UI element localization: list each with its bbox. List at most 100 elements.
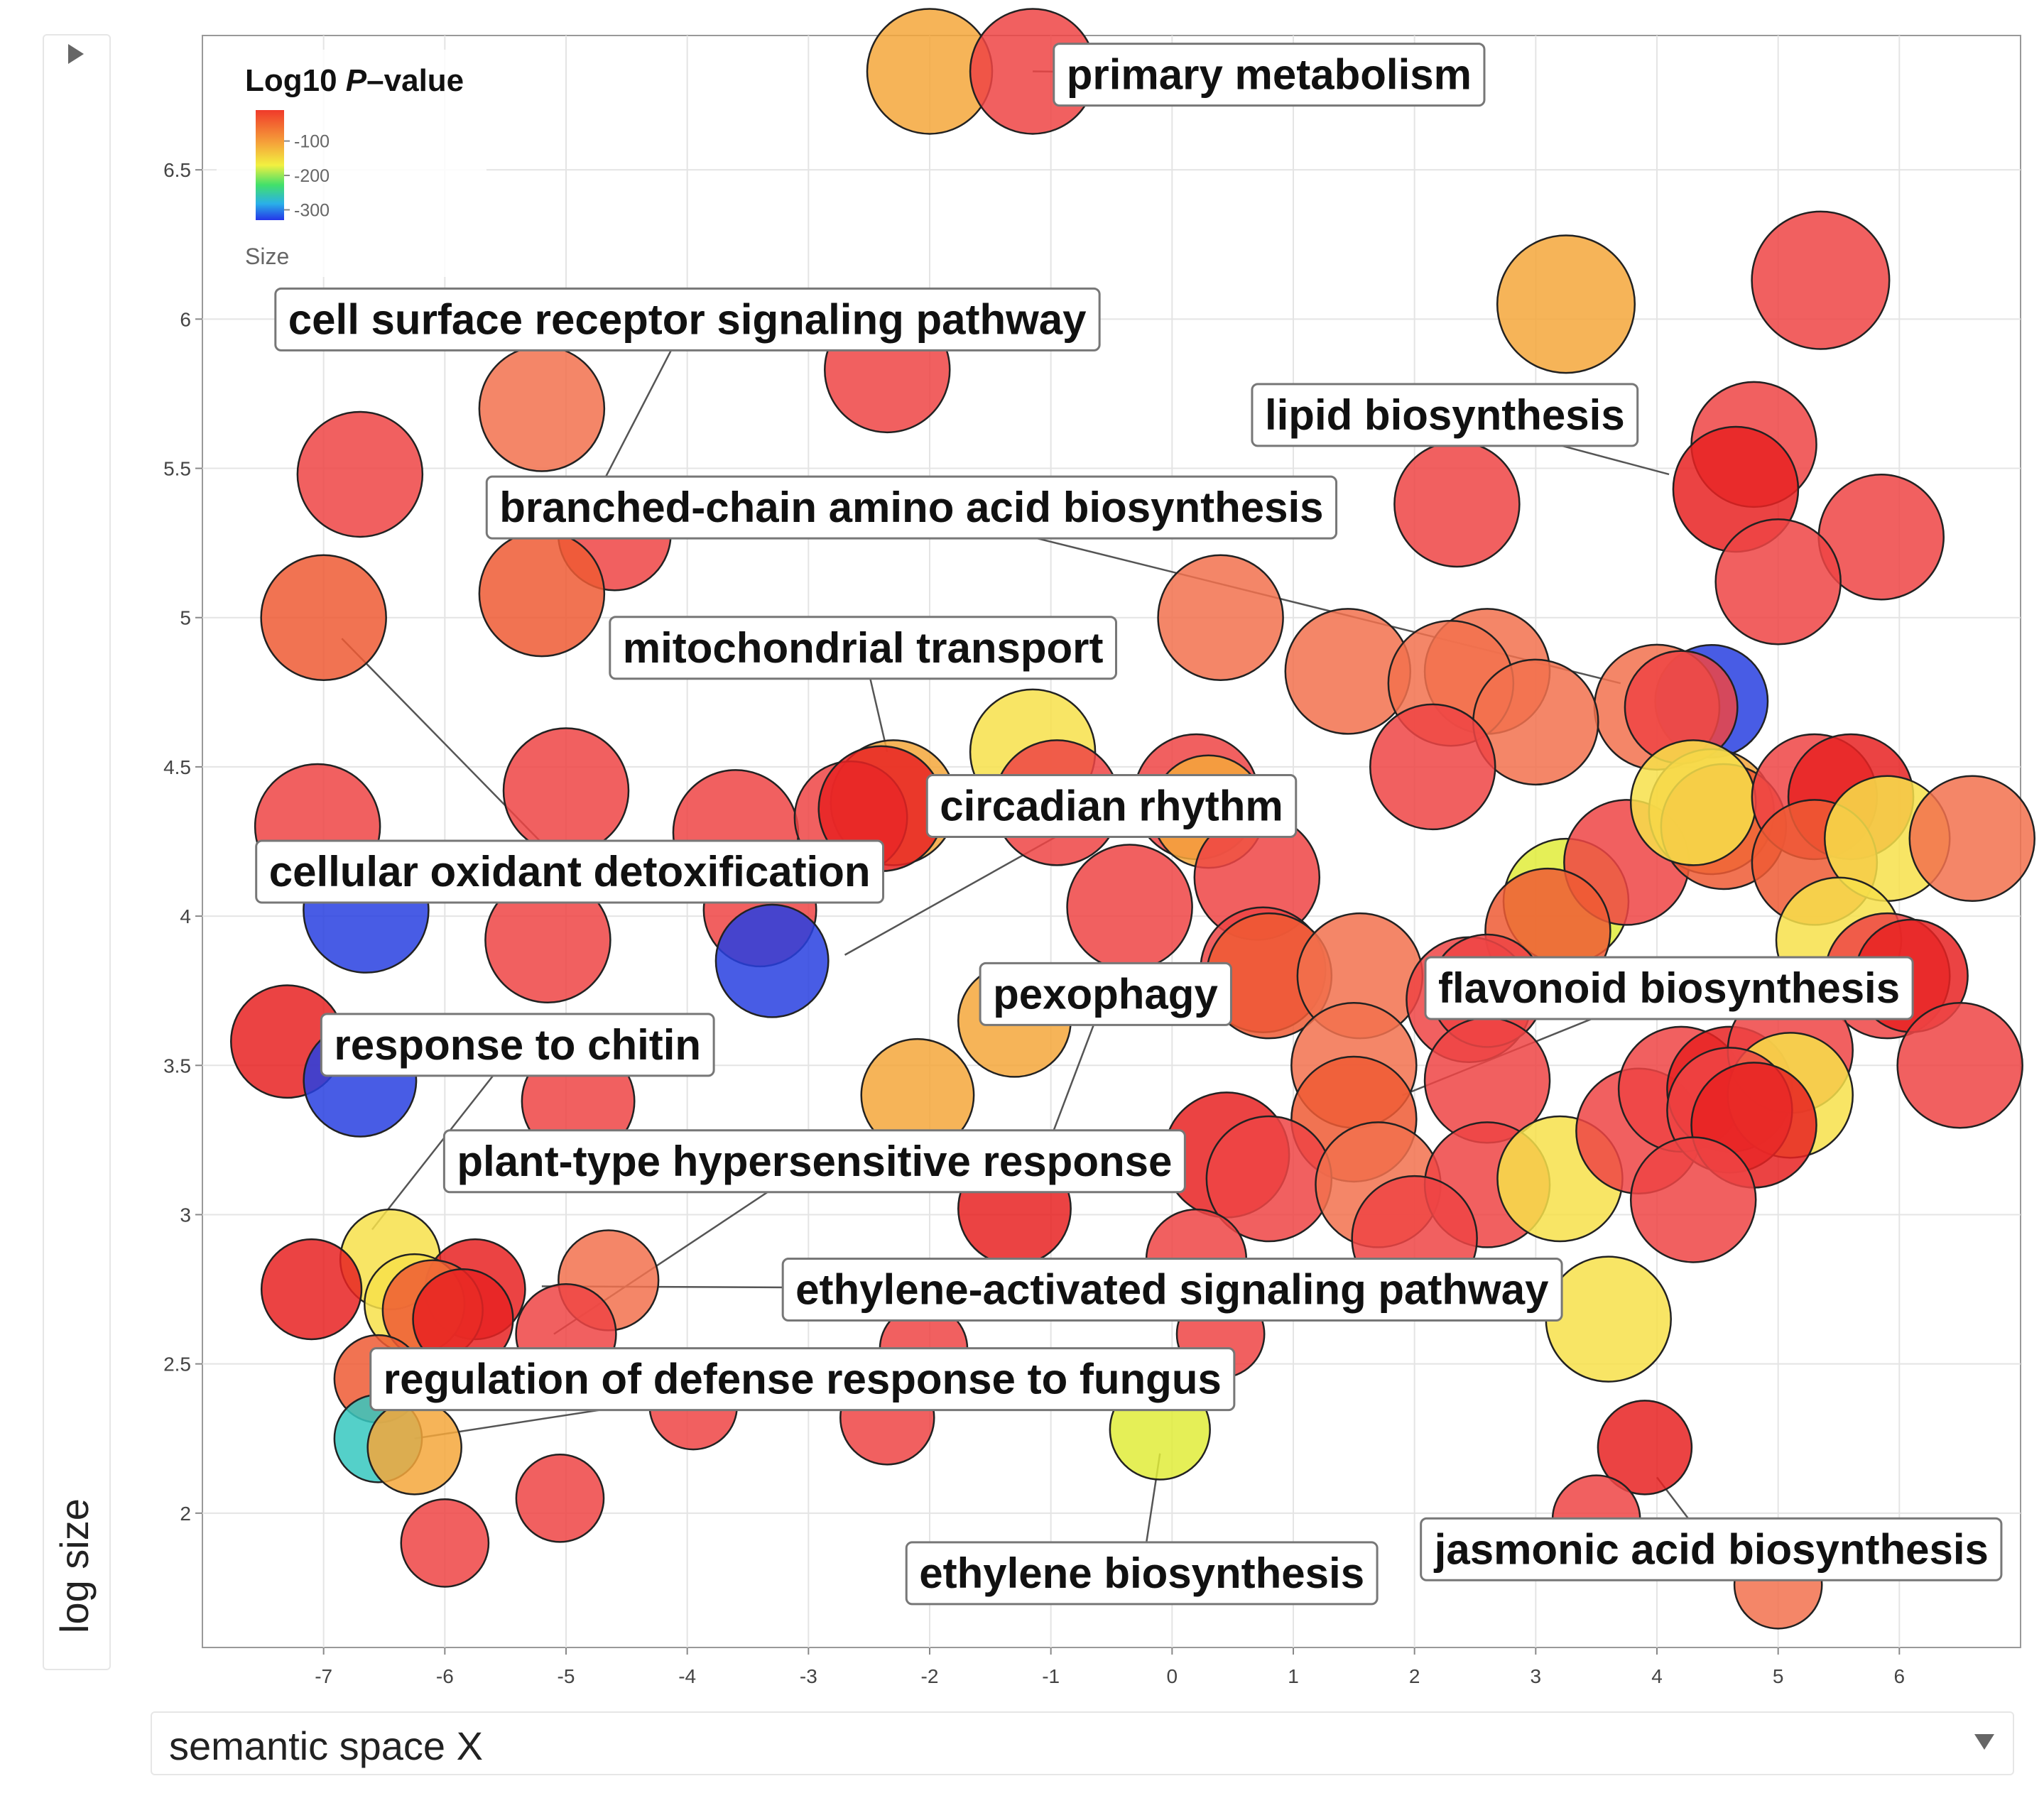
- bubble-point: [1393, 440, 1521, 568]
- x-tick-label: -6: [436, 1665, 454, 1687]
- term-label-text: response to chitin: [334, 1021, 701, 1069]
- term-label-box: [274, 287, 1101, 352]
- term-label-text: plant-type hypersensitive response: [457, 1138, 1172, 1185]
- x-tick-label: 3: [1531, 1665, 1542, 1687]
- y-axis-toggle-icon[interactable]: [68, 44, 84, 64]
- bubble-point: [478, 345, 606, 472]
- x-tick-label: -4: [678, 1665, 696, 1687]
- term-label-text: cellular oxidant detoxification: [269, 848, 871, 895]
- axis-ticks: -7 -6 -5 -4 -3 -2 -1 0 1 2 3 4 5 6 2 2.5 3 3.5 4 4.5 5 5.5 6 6.…: [163, 159, 1905, 1687]
- y-tick-label: 4.5: [163, 756, 191, 778]
- x-tick-label: 0: [1167, 1665, 1178, 1687]
- bubble-point: [1496, 234, 1636, 374]
- legend-ticks: -100 -200 -300: [284, 132, 330, 220]
- bubble-point: [1629, 739, 1757, 866]
- term-label: circadian rhythm: [925, 774, 1298, 839]
- term-label-box: [979, 962, 1232, 1026]
- bubble-point: [1545, 1255, 1672, 1383]
- term-label-text: jasmonic acid biosynthesis: [1434, 1525, 1989, 1573]
- bubble-point: [1896, 1002, 2023, 1129]
- x-tick-label: 1: [1288, 1665, 1299, 1687]
- term-label: ethylene biosynthesis: [905, 1541, 1379, 1606]
- x-tick-label: 6: [1894, 1665, 1906, 1687]
- x-tick-label: -5: [558, 1665, 575, 1687]
- y-tick-label: 2: [180, 1503, 191, 1525]
- term-label: mitochondrial transport: [609, 616, 1118, 680]
- bubble-point: [1066, 844, 1193, 971]
- bubble-point: [260, 554, 387, 681]
- bubble-point: [714, 903, 830, 1018]
- term-label-box: [1424, 956, 1914, 1020]
- x-tick-label: -7: [315, 1665, 332, 1687]
- term-label: primary metabolism: [1053, 43, 1486, 107]
- bubble-point: [1751, 210, 1891, 350]
- term-label-text: flavonoid biosynthesis: [1438, 964, 1900, 1012]
- term-label-box: [442, 1129, 1186, 1194]
- term-label: lipid biosynthesis: [1251, 383, 1639, 447]
- bubble-point: [1157, 554, 1284, 681]
- y-tick-label: 5: [180, 607, 191, 629]
- term-label: flavonoid biosynthesis: [1424, 956, 1914, 1020]
- bubble-point: [1369, 703, 1496, 831]
- term-label-text: cell surface receptor signaling pathway: [288, 295, 1087, 343]
- term-label: pexophagy: [979, 962, 1232, 1026]
- y-tick-label: 6: [180, 308, 191, 330]
- term-label-box: [485, 475, 1338, 540]
- bubble-point: [1629, 1136, 1757, 1263]
- term-label-text: ethylene biosynthesis: [919, 1549, 1364, 1597]
- y-axis-label: log size: [52, 1498, 97, 1633]
- term-label: regulation of defense response to fungus: [369, 1347, 1236, 1412]
- term-label-box: [1053, 43, 1486, 107]
- term-label-text: pexophagy: [993, 970, 1218, 1018]
- term-label-box: [925, 774, 1298, 839]
- term-label-box: [320, 1013, 715, 1077]
- term-label-text: mitochondrial transport: [623, 624, 1104, 672]
- y-tick-label: 5.5: [163, 458, 191, 480]
- term-label-text: circadian rhythm: [940, 783, 1283, 830]
- legend: Log10 P–value -100 -200 -300 Size: [217, 50, 486, 277]
- y-tick-label: 6.5: [163, 159, 191, 181]
- y-tick-label: 3.5: [163, 1055, 191, 1077]
- x-axis-selector[interactable]: semantic space X: [151, 1711, 2014, 1775]
- term-label: cell surface receptor signaling pathway: [274, 287, 1101, 352]
- x-tick-label: 2: [1409, 1665, 1420, 1687]
- x-tick-label: 4: [1651, 1665, 1663, 1687]
- legend-tick-label: -300: [294, 200, 330, 220]
- bubble-point: [515, 1453, 605, 1543]
- x-tick-label: -1: [1042, 1665, 1060, 1687]
- bubble-point: [1714, 518, 1842, 646]
- y-axis-label-svg: log size: [52, 1498, 97, 1633]
- term-label-text: primary metabolism: [1067, 51, 1472, 99]
- legend-title: Log10 P–value: [245, 63, 464, 98]
- y-axis-selector[interactable]: log size: [43, 34, 111, 1670]
- legend-colorbar: [256, 110, 284, 220]
- y-tick-label: 2.5: [163, 1353, 191, 1376]
- bubble-point: [478, 530, 606, 658]
- legend-size-label: Size: [245, 244, 289, 269]
- term-label: jasmonic acid biosynthesis: [1420, 1517, 2003, 1581]
- y-tick-label: 3: [180, 1204, 191, 1226]
- bubble-point: [366, 1400, 462, 1496]
- bubble-point: [260, 1238, 363, 1341]
- term-label-text: lipid biosynthesis: [1265, 391, 1625, 439]
- term-label-box: [369, 1347, 1236, 1412]
- x-tick-label: -2: [921, 1665, 939, 1687]
- x-tick-label: 5: [1773, 1665, 1784, 1687]
- term-label-text: regulation of defense response to fungus: [384, 1356, 1222, 1403]
- term-labels: primary metabolism cell surface receptor …: [255, 43, 2003, 1606]
- chevron-down-icon[interactable]: [1974, 1734, 1994, 1750]
- term-label-box: [1251, 383, 1639, 447]
- y-tick-label: 4: [180, 905, 191, 927]
- term-label-box: [905, 1541, 1379, 1606]
- term-label-box: [255, 839, 885, 904]
- term-label-box: [609, 616, 1118, 680]
- term-label-text: branched-chain amino acid biosynthesis: [499, 484, 1323, 531]
- legend-tick-label: -200: [294, 166, 330, 186]
- term-label: plant-type hypersensitive response: [442, 1129, 1186, 1194]
- bubble-point: [1908, 775, 2035, 903]
- term-label: ethylene-activated signaling pathway: [781, 1258, 1563, 1322]
- bubble-point: [296, 410, 424, 538]
- term-label: branched-chain amino acid biosynthesis: [485, 475, 1338, 540]
- bubble-point: [502, 727, 630, 854]
